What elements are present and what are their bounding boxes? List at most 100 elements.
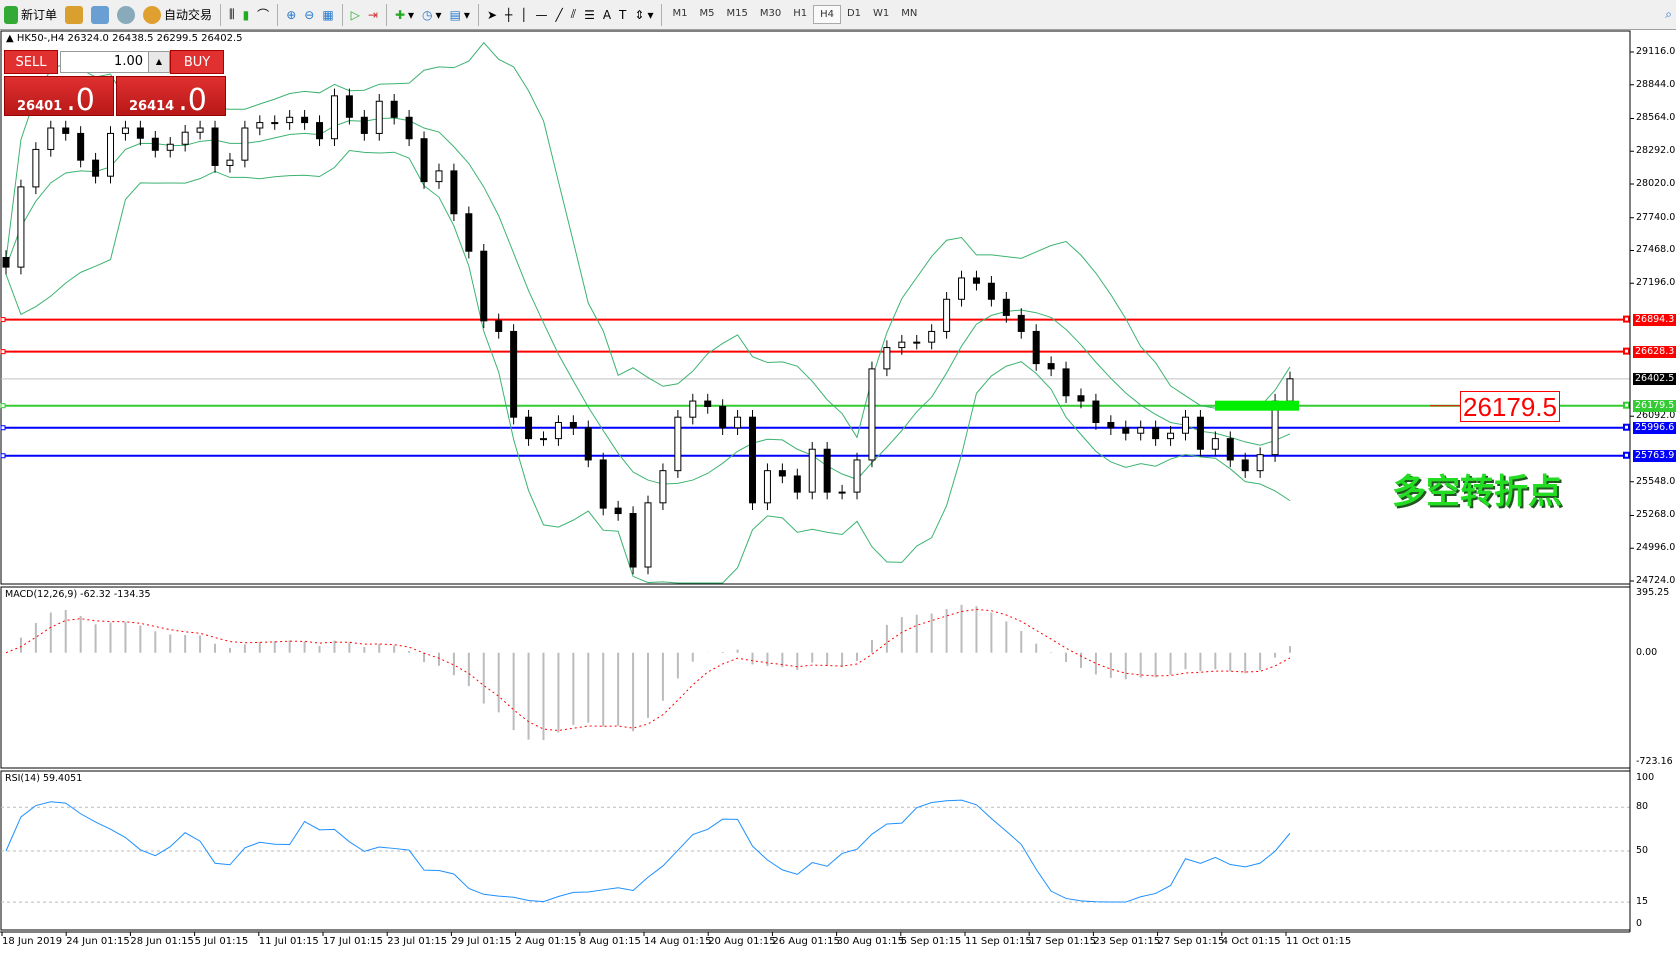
tile-windows-button[interactable]: ▦ [318,3,337,27]
new-order-button[interactable]: 新订单 [0,3,61,27]
candle-body [1122,427,1130,434]
signals-button[interactable] [113,3,139,27]
text-label-icon: T [619,7,627,22]
sell-price-button[interactable]: 26401.0 [4,76,114,118]
fibonacci-button[interactable]: ☰ [580,3,599,27]
timeframe-h4[interactable]: H4 [813,5,841,24]
vertical-line-icon: │ [520,7,528,22]
timeframe-w1[interactable]: W1 [873,8,890,19]
chart-shift-button[interactable]: ⇥ [364,3,382,27]
time-axis-label: 2 Aug 01:15 [515,936,577,947]
timeframe-m1[interactable]: M1 [672,8,688,19]
sell-button[interactable]: SELL [4,50,58,74]
timeframe-mn[interactable]: MN [901,8,918,19]
arrows-button[interactable]: ⇕ ▾ [634,7,654,22]
bar-chart-icon: ⫼ [229,7,235,21]
auto-trading-button[interactable]: 自动交易 [139,3,216,27]
vertical-line-button[interactable]: │ [516,3,531,27]
level-handle[interactable] [1623,401,1630,409]
symbol-label: HK50-,H4 [16,33,65,44]
autoscroll-button[interactable]: ▷ [347,3,364,27]
price-tick-label: 25548.0 [1636,475,1676,487]
rsi-label: RSI(14) 59.4051 [5,773,83,784]
periods-button[interactable]: ◷ ▾ [422,7,442,22]
search-button[interactable]: ⌕ [1661,3,1676,27]
rsi-line [5,799,1291,903]
price-tick-label: 24996.0 [1636,542,1676,554]
crosshair-button[interactable]: ┼ [501,3,516,27]
candle-body [330,95,338,140]
zoom-in-button[interactable]: ⊕ [282,3,300,27]
level-price-tag: 26894.3 [1633,313,1676,326]
candle-body [450,170,458,215]
candle-body [1196,416,1204,450]
turning-point-text[interactable]: 多空转折点 [1392,472,1562,512]
time-axis-label: 20 Aug 01:15 [708,936,776,947]
macd-signal-line [5,608,1291,731]
timeframe-d1[interactable]: D1 [846,8,862,19]
templates-button[interactable]: ▤ ▾ [449,7,470,22]
timeframe-m5[interactable]: M5 [699,8,715,19]
one-click-trading-panel: SELL ▼ 1.00 ▲ BUY 26401.0 26414.0 [4,50,226,118]
level-handle[interactable] [1623,315,1630,323]
candle-body [62,127,70,134]
support-zone-rectangle[interactable] [1215,400,1299,411]
candle-body [211,127,219,166]
text-button[interactable]: A [599,3,615,27]
zoom-out-button[interactable]: ⊖ [300,3,318,27]
timeframe-h1[interactable]: H1 [793,8,808,19]
candle-body [749,416,757,504]
buy-price-button[interactable]: 26414.0 [116,76,226,118]
rsi-axis-label: 15 [1636,896,1649,908]
terminal-icon [91,5,110,24]
level-handle[interactable] [1623,423,1630,431]
chart-header: ▲ HK50-,H4 26324.0 26438.5 26299.5 26402… [6,33,243,44]
metaeditor-button[interactable] [61,3,87,27]
candle-body [1062,368,1070,397]
line-chart-button[interactable]: ⌒ [253,3,273,27]
level-handle[interactable] [1623,451,1630,459]
lot-increase-button[interactable]: ▲ [148,51,170,73]
line-chart-icon: ⌒ [257,8,270,22]
candle-body [569,421,577,429]
price-tick-label: 28844.0 [1636,78,1676,90]
candle-body [629,513,637,568]
level-handle[interactable] [0,453,6,459]
candle-body [151,137,159,151]
level-handle[interactable] [0,425,6,431]
timeframe-bar: M1 M5 M15 M30 H1 H4 D1 W1 MN [666,5,923,24]
ohlc-readout: 26324.0 26438.5 26299.5 26402.5 [67,33,243,44]
bollinger-lower-band [5,150,1291,584]
bar-chart-button[interactable]: ⫼ [225,3,239,27]
candle-body [1047,363,1055,370]
indicators-button[interactable]: ✚ ▾ [394,7,415,22]
chart-shift-icon: ⇥ [367,7,378,22]
buy-button[interactable]: BUY [170,50,224,74]
candle-body [554,421,562,440]
timeframe-m30[interactable]: M30 [759,8,782,19]
text-icon: A [602,7,612,22]
terminal-button[interactable] [87,3,113,27]
candle-body [121,127,129,134]
candle-body [1226,438,1234,461]
timeframe-m15[interactable]: M15 [726,8,748,19]
search-icon: ⌕ [1665,7,1672,21]
rsi-axis-label: 80 [1636,801,1649,813]
trendline-button[interactable]: ╱ [551,3,566,27]
candle-body [913,341,921,344]
lot-size-input[interactable]: 1.00 [60,51,170,73]
horizontal-line-button[interactable]: — [531,3,551,27]
candle-body [136,127,144,139]
text-label-button[interactable]: T [615,3,630,27]
equidistant-channel-button[interactable]: ⫽ [567,3,580,27]
level-handle[interactable] [0,317,6,323]
candlestick-button[interactable]: ▮ [239,3,254,27]
level-handle[interactable] [0,349,6,355]
cursor-button[interactable]: ➤ [483,3,501,27]
candle-body [405,116,413,140]
level-handle[interactable] [0,403,6,409]
price-tick-label: 28020.0 [1636,178,1676,189]
level-annotation-box[interactable]: 26179.5 [1460,391,1560,422]
level-handle[interactable] [1623,347,1630,355]
